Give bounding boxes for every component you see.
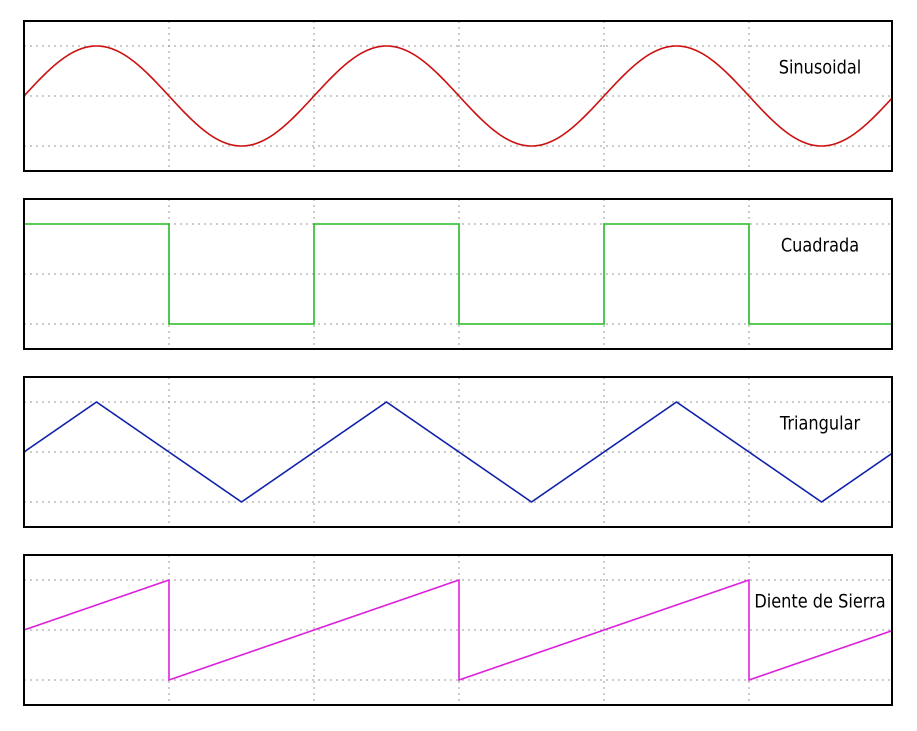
waveform <box>23 579 893 682</box>
wave-label: Sinusoidal <box>779 57 862 79</box>
wave-panel: Triangular <box>23 376 893 528</box>
waveform <box>24 223 892 325</box>
panel-frame <box>23 198 893 350</box>
panel-frame <box>23 554 893 706</box>
waveform <box>23 45 893 147</box>
wave-label: Cuadrada <box>781 235 859 257</box>
wave-panel: Cuadrada <box>23 198 893 350</box>
waveform <box>23 401 893 503</box>
panel-frame <box>23 376 893 528</box>
wave-label: Triangular <box>779 413 861 435</box>
wave-panel: Sinusoidal <box>23 20 893 172</box>
wave-label: Diente de Sierra <box>754 591 885 613</box>
panel-frame <box>23 20 893 172</box>
wave-panel: Diente de Sierra <box>23 554 893 706</box>
